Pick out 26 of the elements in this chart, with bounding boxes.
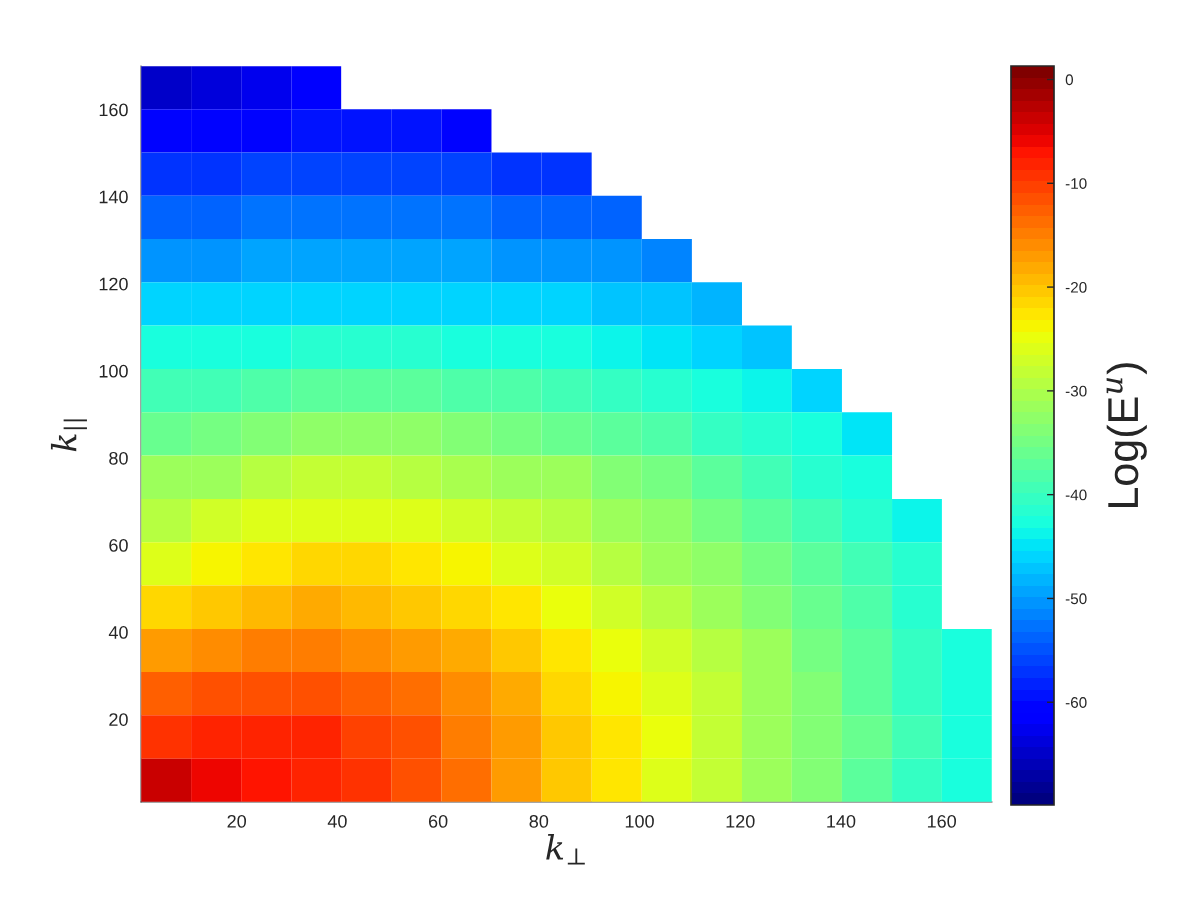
y-tick-label: 160 — [99, 103, 128, 117]
color-bar-label: -60 — [1065, 697, 1087, 708]
y-tick-label: 60 — [109, 538, 128, 552]
x-tick-label: 20 — [227, 814, 247, 828]
x-tick-label: 160 — [927, 814, 956, 828]
color-bar-label: -20 — [1065, 281, 1087, 293]
x-axis-title: k$_{⊥}$ — [546, 834, 585, 865]
x-tick-label: 40 — [327, 814, 347, 828]
x-tick-label: 120 — [726, 814, 755, 828]
y-tick-label: 100 — [99, 364, 128, 378]
y-axis-title: k$_{||}$ — [50, 419, 87, 452]
x-tick-label: 80 — [529, 814, 549, 828]
y-tick-label: 140 — [99, 190, 128, 204]
color-bar-label: -10 — [1065, 178, 1087, 189]
y-tick-label: 20 — [109, 713, 128, 726]
color-bar-label: -30 — [1065, 385, 1087, 397]
y-tick-label: 120 — [99, 277, 128, 291]
color-bar-title: Log(E$^{u}$) — [1106, 363, 1147, 508]
color-bar-label: 0 — [1065, 74, 1074, 86]
y-tick-label: 40 — [108, 626, 128, 639]
color-bar-label: -40 — [1065, 489, 1087, 501]
color-bar-label: -50 — [1065, 593, 1087, 605]
x-tick-label: 140 — [827, 814, 856, 828]
y-tick-label: 80 — [109, 451, 128, 465]
x-tick-label: 60 — [428, 814, 448, 828]
x-tick-label: 100 — [625, 814, 654, 828]
